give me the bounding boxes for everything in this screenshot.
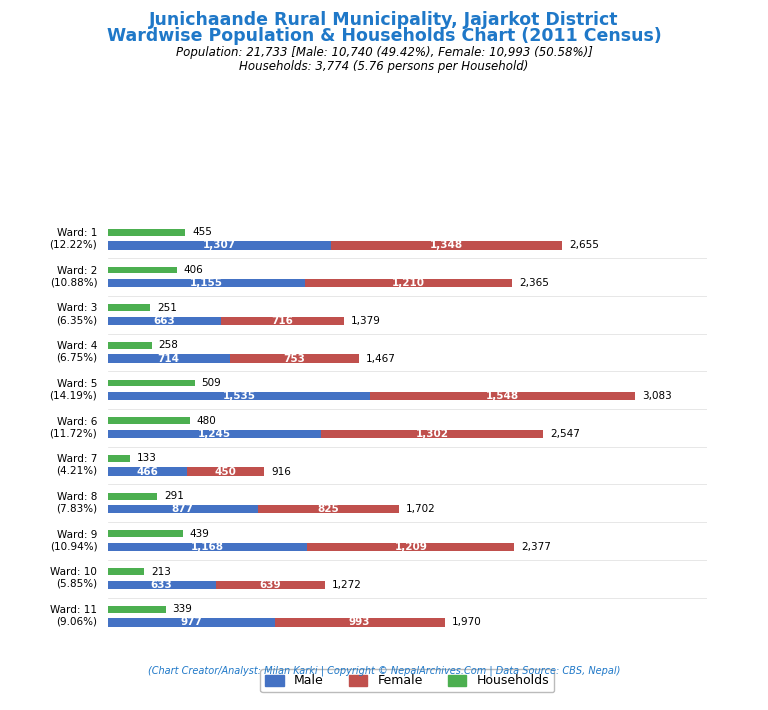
Text: 2,365: 2,365 bbox=[519, 278, 549, 288]
Text: Ward: 7
(4.21%): Ward: 7 (4.21%) bbox=[56, 454, 98, 476]
Text: Ward: 9
(10.94%): Ward: 9 (10.94%) bbox=[50, 530, 98, 551]
Bar bbox=[320, 430, 544, 438]
Bar bbox=[108, 581, 216, 589]
Text: 993: 993 bbox=[349, 618, 370, 628]
Bar bbox=[108, 380, 194, 386]
Text: Wardwise Population & Households Chart (2011 Census): Wardwise Population & Households Chart (… bbox=[107, 27, 661, 45]
Bar bbox=[108, 606, 166, 613]
Bar bbox=[108, 543, 307, 551]
Text: 714: 714 bbox=[157, 354, 180, 364]
Text: 1,210: 1,210 bbox=[392, 278, 425, 288]
Text: 466: 466 bbox=[137, 466, 158, 476]
Bar bbox=[307, 543, 515, 551]
Bar bbox=[108, 568, 144, 575]
Bar bbox=[108, 317, 221, 325]
Text: Junichaande Rural Municipality, Jajarkot District: Junichaande Rural Municipality, Jajarkot… bbox=[149, 11, 619, 28]
Text: 1,307: 1,307 bbox=[203, 241, 236, 251]
Text: 509: 509 bbox=[201, 378, 221, 388]
Bar bbox=[216, 581, 325, 589]
Text: Population: 21,733 [Male: 10,740 (49.42%), Female: 10,993 (50.58%)]: Population: 21,733 [Male: 10,740 (49.42%… bbox=[176, 46, 592, 59]
Text: 1,379: 1,379 bbox=[350, 316, 380, 326]
Text: 2,655: 2,655 bbox=[569, 241, 598, 251]
Text: 639: 639 bbox=[260, 579, 281, 590]
Text: 251: 251 bbox=[157, 302, 177, 312]
Bar bbox=[108, 241, 331, 250]
Bar bbox=[108, 266, 177, 273]
Text: 450: 450 bbox=[215, 466, 237, 476]
Text: Ward: 1
(12.22%): Ward: 1 (12.22%) bbox=[49, 228, 98, 250]
Bar bbox=[108, 342, 151, 349]
Text: 2,377: 2,377 bbox=[521, 542, 551, 552]
Text: Ward: 2
(10.88%): Ward: 2 (10.88%) bbox=[50, 266, 98, 288]
Text: 716: 716 bbox=[271, 316, 293, 326]
Bar bbox=[108, 417, 190, 424]
Text: 825: 825 bbox=[317, 504, 339, 514]
Text: Ward: 3
(6.35%): Ward: 3 (6.35%) bbox=[56, 303, 98, 325]
Bar bbox=[257, 506, 399, 513]
Text: 916: 916 bbox=[271, 466, 291, 476]
Text: 1,467: 1,467 bbox=[366, 354, 396, 364]
Bar bbox=[108, 279, 305, 288]
Text: 1,535: 1,535 bbox=[223, 391, 256, 401]
Text: 1,155: 1,155 bbox=[190, 278, 223, 288]
Text: 753: 753 bbox=[283, 354, 305, 364]
Text: 633: 633 bbox=[151, 579, 173, 590]
Text: 2,547: 2,547 bbox=[551, 429, 580, 439]
Bar bbox=[108, 455, 131, 462]
Text: 1,302: 1,302 bbox=[415, 429, 449, 439]
Text: 291: 291 bbox=[164, 491, 184, 501]
Text: 1,272: 1,272 bbox=[332, 579, 362, 590]
Text: 1,209: 1,209 bbox=[395, 542, 427, 552]
Text: Ward: 11
(9.06%): Ward: 11 (9.06%) bbox=[50, 605, 98, 627]
Bar bbox=[108, 618, 275, 626]
Text: (Chart Creator/Analyst: Milan Karki | Copyright © NepalArchives.Com | Data Sourc: (Chart Creator/Analyst: Milan Karki | Co… bbox=[147, 666, 621, 676]
Text: 480: 480 bbox=[197, 416, 217, 426]
Text: 258: 258 bbox=[158, 340, 178, 350]
Bar bbox=[370, 392, 635, 400]
Text: Ward: 6
(11.72%): Ward: 6 (11.72%) bbox=[49, 417, 98, 438]
Text: 1,245: 1,245 bbox=[197, 429, 230, 439]
Text: 133: 133 bbox=[137, 454, 157, 464]
Bar bbox=[221, 317, 343, 325]
Bar bbox=[108, 229, 185, 236]
Text: 1,702: 1,702 bbox=[406, 504, 435, 514]
Bar bbox=[108, 506, 257, 513]
Text: Households: 3,774 (5.76 persons per Household): Households: 3,774 (5.76 persons per Hous… bbox=[240, 60, 528, 72]
Bar bbox=[108, 392, 370, 400]
Text: Ward: 5
(14.19%): Ward: 5 (14.19%) bbox=[49, 379, 98, 400]
Text: Ward: 10
(5.85%): Ward: 10 (5.85%) bbox=[51, 567, 98, 589]
Bar bbox=[108, 467, 187, 476]
Bar bbox=[331, 241, 562, 250]
Text: 877: 877 bbox=[171, 504, 194, 514]
Bar bbox=[108, 430, 320, 438]
Bar bbox=[187, 467, 264, 476]
Text: 977: 977 bbox=[180, 618, 202, 628]
Bar bbox=[108, 304, 151, 311]
Text: 213: 213 bbox=[151, 567, 170, 577]
Text: 1,348: 1,348 bbox=[430, 241, 463, 251]
Text: 3,083: 3,083 bbox=[642, 391, 672, 401]
Legend: Male, Female, Households: Male, Female, Households bbox=[260, 670, 554, 692]
Bar bbox=[108, 493, 157, 500]
Text: 439: 439 bbox=[190, 529, 210, 539]
Text: 455: 455 bbox=[192, 227, 212, 237]
Text: 406: 406 bbox=[184, 265, 204, 275]
Text: Ward: 4
(6.75%): Ward: 4 (6.75%) bbox=[56, 341, 98, 363]
Text: 1,548: 1,548 bbox=[486, 391, 519, 401]
Bar bbox=[108, 530, 183, 537]
Bar bbox=[305, 279, 512, 288]
Text: 339: 339 bbox=[172, 604, 192, 614]
Text: Ward: 8
(7.83%): Ward: 8 (7.83%) bbox=[56, 492, 98, 513]
Bar bbox=[108, 354, 230, 363]
Text: 663: 663 bbox=[154, 316, 175, 326]
Text: 1,168: 1,168 bbox=[191, 542, 224, 552]
Bar bbox=[230, 354, 359, 363]
Text: 1,970: 1,970 bbox=[452, 618, 482, 628]
Bar bbox=[275, 618, 445, 626]
